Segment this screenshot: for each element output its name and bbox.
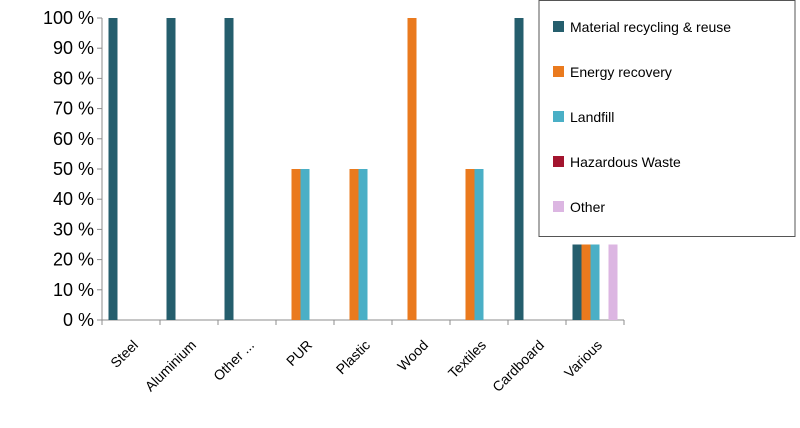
legend-swatch [553, 201, 564, 212]
bar [465, 169, 475, 320]
legend-label: Material recycling & reuse [570, 19, 731, 35]
y-tick-label: 30 % [53, 219, 94, 239]
x-axis: Steel Aluminium Other ... PUR Plastic Wood Tex… [101, 319, 625, 395]
bar [581, 244, 591, 320]
bar [349, 169, 359, 320]
legend-label: Other [570, 199, 605, 215]
bar [300, 169, 310, 320]
y-axis: 0 % 10 % 20 % 30 % 40 % 50 % 60 % 70 % 80 % 90 % 1… [43, 8, 103, 330]
legend: Material recycling & reuse Energy recover… [538, 0, 796, 237]
bar [572, 244, 582, 320]
legend-swatch [553, 21, 564, 32]
x-tick-label: Cardboard [489, 337, 547, 395]
legend-box [538, 0, 796, 237]
x-tick-label: Plastic [333, 337, 373, 377]
legend-swatch [553, 66, 564, 77]
x-tick-label: Textiles [445, 337, 489, 381]
y-tick-label: 90 % [53, 38, 94, 58]
bar [590, 244, 600, 320]
y-tick-label: 50 % [53, 159, 94, 179]
legend-swatch [553, 111, 564, 122]
legend-label: Energy recovery [570, 64, 672, 80]
y-tick-label: 40 % [53, 189, 94, 209]
bars [108, 18, 618, 320]
bar [291, 169, 301, 320]
y-tick-label: 10 % [53, 280, 94, 300]
bar [358, 169, 368, 320]
y-tick-label: 60 % [53, 129, 94, 149]
x-tick-label: Steel [107, 337, 141, 371]
y-tick-label: 100 % [43, 8, 94, 28]
y-tick-label: 20 % [53, 250, 94, 270]
y-tick-label: 80 % [53, 68, 94, 88]
y-tick-label: 0 % [63, 310, 94, 330]
bar [166, 18, 176, 320]
bar [474, 169, 484, 320]
x-tick-label: Wood [394, 337, 431, 374]
legend-swatch [553, 156, 564, 167]
x-tick-label: Aluminium [142, 337, 200, 395]
bar [108, 18, 118, 320]
x-tick-label: Other ... [210, 337, 257, 384]
bar [407, 18, 417, 320]
x-tick-label: PUR [283, 337, 315, 369]
bar [224, 18, 234, 320]
legend-label: Landfill [570, 109, 614, 125]
bar [514, 18, 524, 320]
x-tick-label: Various [561, 337, 605, 381]
legend-label: Hazardous Waste [570, 154, 681, 170]
bar [608, 244, 618, 320]
y-tick-label: 70 % [53, 99, 94, 119]
